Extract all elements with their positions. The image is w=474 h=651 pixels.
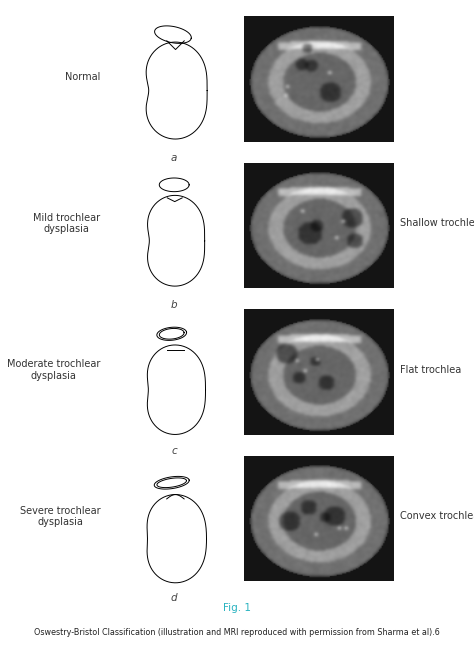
Text: Normal: Normal [65,72,100,82]
Text: d: d [171,592,177,603]
Text: Flat trochlea: Flat trochlea [400,365,461,375]
Text: Mild trochlear
dysplasia: Mild trochlear dysplasia [33,213,100,234]
Text: Moderate trochlear
dysplasia: Moderate trochlear dysplasia [7,359,100,381]
Text: Shallow trochlea: Shallow trochlea [400,219,474,229]
Text: Convex trochlea: Convex trochlea [400,512,474,521]
Text: a: a [171,153,177,163]
Text: Oswestry-Bristol Classification (illustration and MRI reproduced with permission: Oswestry-Bristol Classification (illustr… [34,628,440,637]
Text: Severe trochlear
dysplasia: Severe trochlear dysplasia [20,506,100,527]
Text: Fig. 1: Fig. 1 [223,603,251,613]
Text: b: b [171,299,177,310]
Text: c: c [171,446,177,456]
